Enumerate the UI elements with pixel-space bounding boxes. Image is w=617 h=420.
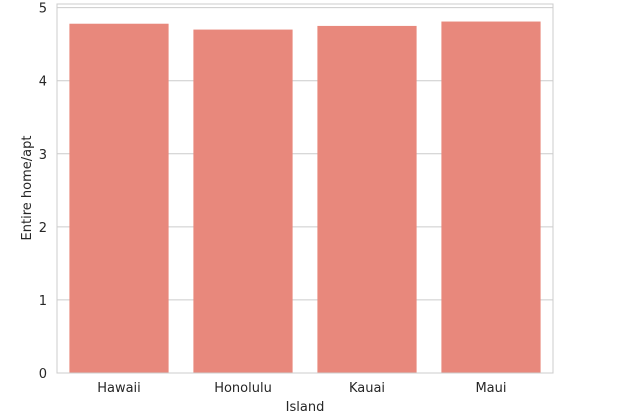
x-tick-label: Hawaii <box>97 381 141 396</box>
bar-honolulu <box>193 29 293 374</box>
y-tick-label: 0 <box>39 367 47 382</box>
x-tick-labels: Hawaii Honolulu Kauai Maui <box>97 381 506 396</box>
bar-maui <box>441 21 541 374</box>
bar-kauai <box>317 25 417 374</box>
x-tick-label: Maui <box>475 381 506 396</box>
bar-hawaii <box>69 23 169 374</box>
y-tick-labels: 0 1 2 3 4 5 <box>39 2 47 382</box>
plot-frame <box>56 3 554 374</box>
y-axis-label: Entire home/apt <box>20 136 35 241</box>
y-tick-label: 1 <box>39 294 47 309</box>
x-tick-label: Honolulu <box>214 381 272 396</box>
bars <box>69 21 541 374</box>
y-tick-label: 2 <box>39 221 47 236</box>
x-axis-label: Island <box>286 400 325 415</box>
y-tick-label: 3 <box>39 148 47 163</box>
x-tick-label: Kauai <box>349 381 385 396</box>
y-tick-label: 4 <box>39 75 47 90</box>
y-tick-label: 5 <box>39 2 47 17</box>
